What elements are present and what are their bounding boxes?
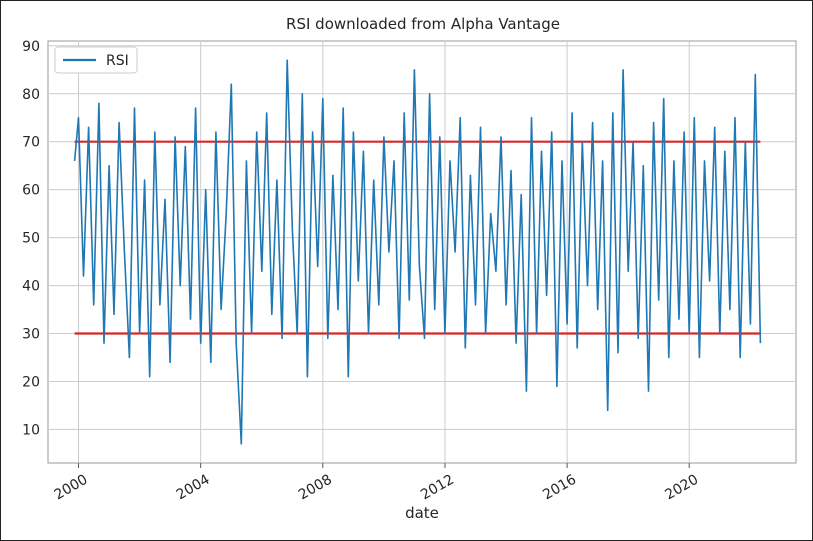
plot-area <box>47 40 797 464</box>
y-tick-label: 50 <box>22 231 40 247</box>
x-axis: 2000 2004 2008 2012 2016 2020 <box>52 463 701 504</box>
y-tick-label: 30 <box>22 327 40 343</box>
series-group <box>73 59 762 445</box>
y-axis: 10 20 30 40 50 60 70 80 90 <box>22 39 40 439</box>
x-tick-label: 2012 <box>418 472 457 504</box>
x-tick-label: 2008 <box>296 472 335 504</box>
y-tick-label: 20 <box>22 374 40 390</box>
x-axis-label: date <box>405 504 439 522</box>
y-tick-label: 70 <box>22 135 40 151</box>
y-tick-label: 80 <box>22 87 40 103</box>
series-line-rsi <box>73 59 762 445</box>
legend-label: RSI <box>106 53 129 69</box>
x-tick-label: 2020 <box>662 472 701 504</box>
y-tick-label: 40 <box>22 279 40 295</box>
y-tick-label: 90 <box>22 39 40 55</box>
threshold-lines <box>74 140 761 335</box>
x-tick-label: 2000 <box>52 472 91 504</box>
y-tick-label: 10 <box>22 422 40 438</box>
chart-title: RSI downloaded from Alpha Vantage <box>286 15 560 33</box>
x-tick-label: 2016 <box>540 472 579 504</box>
y-tick-label: 60 <box>22 183 40 199</box>
x-tick-label: 2004 <box>174 472 213 504</box>
legend: RSI <box>54 46 138 74</box>
